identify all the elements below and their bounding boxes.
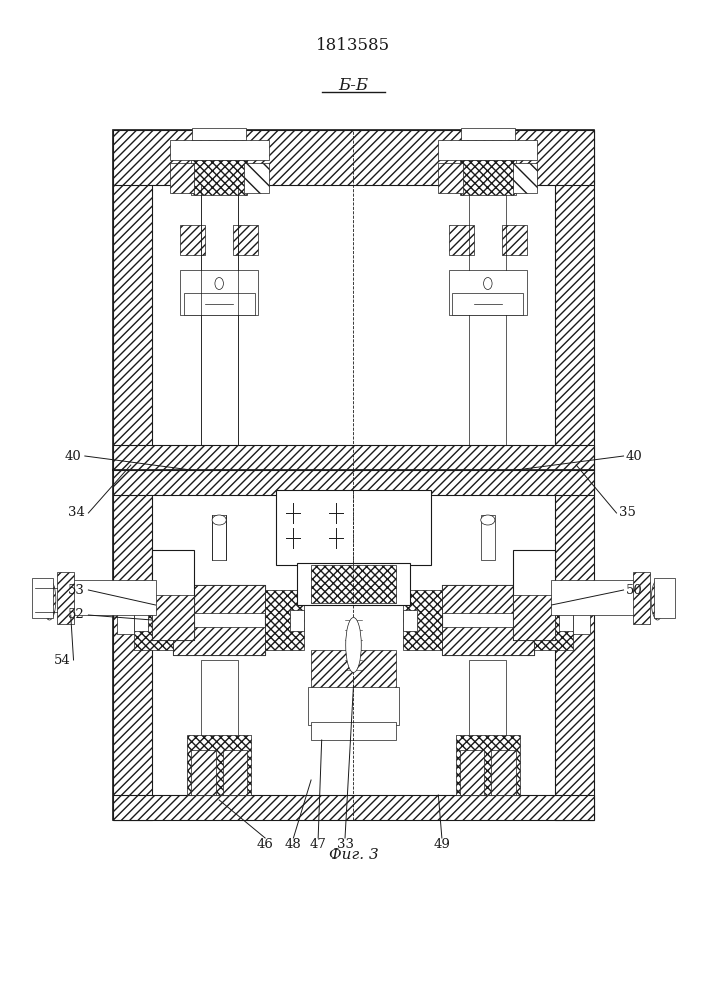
Bar: [173, 627, 265, 655]
Bar: [212, 515, 226, 560]
Bar: [113, 795, 594, 820]
Bar: [180, 270, 258, 315]
Bar: [173, 585, 265, 613]
Bar: [152, 185, 555, 445]
Bar: [170, 140, 269, 160]
Text: 40: 40: [64, 450, 81, 462]
Bar: [113, 130, 594, 185]
Bar: [244, 163, 269, 193]
Text: 46: 46: [257, 838, 274, 851]
Bar: [113, 470, 594, 495]
Bar: [152, 595, 194, 640]
Bar: [513, 163, 537, 193]
Bar: [297, 563, 410, 605]
Bar: [456, 735, 520, 795]
Ellipse shape: [651, 580, 664, 620]
Bar: [438, 163, 463, 193]
Bar: [442, 585, 534, 613]
Text: 33: 33: [337, 838, 354, 851]
Bar: [191, 160, 247, 195]
Text: 54: 54: [54, 654, 71, 666]
Text: 47: 47: [310, 838, 327, 851]
Bar: [442, 627, 534, 655]
Bar: [452, 292, 523, 315]
Ellipse shape: [660, 583, 669, 613]
Bar: [265, 590, 304, 650]
Bar: [192, 128, 246, 140]
Ellipse shape: [484, 277, 492, 290]
Ellipse shape: [215, 277, 223, 290]
Bar: [276, 490, 431, 565]
Bar: [573, 599, 590, 634]
Bar: [460, 128, 515, 140]
Bar: [438, 140, 537, 160]
Bar: [502, 225, 527, 255]
Bar: [460, 750, 484, 795]
Text: 49: 49: [433, 838, 450, 851]
Bar: [403, 609, 417, 631]
Text: 40: 40: [626, 450, 643, 462]
Bar: [555, 470, 594, 820]
Bar: [513, 550, 555, 640]
Bar: [534, 590, 573, 650]
Text: 52: 52: [68, 608, 85, 621]
Bar: [654, 578, 675, 618]
Text: 48: 48: [285, 838, 302, 851]
Bar: [134, 590, 173, 650]
Bar: [403, 590, 442, 650]
Ellipse shape: [212, 515, 226, 525]
Text: 53: 53: [68, 584, 85, 596]
Bar: [449, 270, 527, 315]
Bar: [311, 722, 396, 740]
Bar: [491, 750, 516, 795]
Bar: [311, 650, 396, 690]
Bar: [233, 225, 258, 255]
Bar: [555, 130, 594, 470]
Bar: [308, 687, 399, 725]
Bar: [57, 572, 74, 624]
Bar: [311, 565, 396, 603]
Bar: [170, 163, 194, 193]
Ellipse shape: [38, 583, 47, 613]
Text: 35: 35: [619, 506, 636, 520]
Bar: [152, 550, 194, 640]
Bar: [187, 735, 251, 795]
Bar: [32, 578, 53, 618]
Bar: [191, 750, 216, 795]
Bar: [469, 660, 506, 795]
Bar: [551, 580, 636, 615]
Bar: [117, 599, 134, 634]
Bar: [559, 609, 573, 631]
Bar: [481, 515, 495, 560]
Bar: [633, 572, 650, 624]
Bar: [290, 609, 304, 631]
Bar: [113, 130, 594, 470]
Bar: [71, 580, 156, 615]
Text: Б-Б: Б-Б: [339, 77, 368, 94]
Bar: [442, 585, 534, 655]
Bar: [184, 292, 255, 315]
Bar: [201, 660, 238, 795]
Ellipse shape: [43, 580, 56, 620]
Bar: [173, 585, 265, 655]
Bar: [449, 225, 474, 255]
Bar: [134, 609, 148, 631]
Text: 1813585: 1813585: [317, 36, 390, 53]
Text: Фиг. 3: Фиг. 3: [329, 848, 378, 862]
Ellipse shape: [481, 515, 495, 525]
Bar: [223, 750, 247, 795]
Bar: [460, 160, 516, 195]
Bar: [152, 495, 555, 795]
Text: 34: 34: [68, 506, 85, 520]
Bar: [113, 130, 152, 470]
Bar: [113, 470, 152, 820]
Bar: [180, 225, 205, 255]
Bar: [113, 470, 594, 820]
Bar: [113, 445, 594, 470]
Ellipse shape: [346, 617, 361, 672]
Text: 50: 50: [626, 584, 643, 596]
Bar: [513, 595, 555, 640]
